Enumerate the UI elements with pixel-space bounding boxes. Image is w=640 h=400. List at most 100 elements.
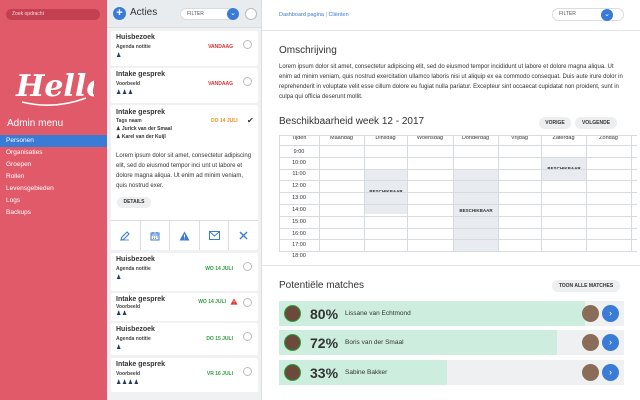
- card-date: DO 14 JULI: [211, 118, 238, 124]
- action-card[interactable]: Huisbezoek Agenda notitie ♟ WO 14 JULI: [111, 253, 258, 291]
- action-card[interactable]: Intake gesprek Voorbeeld ♟♟♟ VANDAAG: [111, 68, 258, 103]
- breadcrumb-separator: |: [325, 12, 327, 18]
- select-all-checkbox[interactable]: [245, 8, 257, 20]
- grid-line: [279, 157, 637, 158]
- chevron-down-icon[interactable]: ⌄: [601, 9, 613, 21]
- match-percentage: 72%: [310, 335, 339, 351]
- person-name-text: Karel van der Kuijl: [121, 134, 166, 140]
- card-date: VANDAAG: [208, 44, 233, 50]
- card-date: VR 16 JULI: [206, 371, 233, 377]
- match-name: Boris van der Smaal: [345, 339, 404, 346]
- match-percentage: 33%: [310, 365, 339, 381]
- menu-item-backups[interactable]: Backups: [6, 209, 31, 216]
- person-icon: ♟♟♟: [116, 90, 134, 96]
- time-label: 17:00: [292, 242, 306, 248]
- add-action-button[interactable]: +: [113, 7, 126, 20]
- chevron-right-icon[interactable]: ›: [602, 364, 619, 381]
- next-week-button[interactable]: VOLGENDE: [575, 117, 617, 129]
- chevron-right-icon[interactable]: ›: [602, 305, 619, 322]
- time-label: 15:00: [292, 219, 306, 225]
- column-header: Zondag: [599, 135, 618, 141]
- time-label: 14:00: [292, 207, 306, 213]
- breadcrumb-current[interactable]: Cliënten: [328, 12, 349, 18]
- main-filter-select[interactable]: FILTER: [552, 8, 624, 21]
- card-tag: Agenda notitie: [116, 336, 151, 342]
- grid-line: [279, 145, 637, 146]
- match-bar: [279, 330, 557, 355]
- card-checkbox[interactable]: [243, 298, 252, 307]
- availability-block[interactable]: BESCHIKBAAR: [365, 169, 407, 214]
- avatar: [582, 364, 599, 381]
- card-tag: Voorbeeld: [116, 371, 141, 377]
- card-title: Intake gesprek: [116, 109, 166, 116]
- card-checkbox[interactable]: [243, 367, 252, 376]
- time-label: 13:00: [292, 195, 306, 201]
- match-row[interactable]: 33% Sabine Bakker ›: [279, 360, 624, 385]
- previous-week-button[interactable]: VORIGE: [539, 117, 571, 129]
- details-button[interactable]: DETAILS: [117, 197, 151, 208]
- pencil-icon: [120, 230, 131, 241]
- card-date: WO 14 JULI: [198, 299, 226, 305]
- card-checkbox[interactable]: [243, 40, 252, 49]
- card-checkbox[interactable]: [243, 332, 252, 341]
- show-all-matches-button[interactable]: TOON ALLE MATCHES: [552, 280, 620, 292]
- admin-menu-title: Admin menu: [7, 118, 64, 129]
- main-content: Dashboard pagina | Cliënten FILTER ⌄ Oms…: [262, 0, 640, 400]
- menu-item-levensgebieden[interactable]: Levensgebieden: [6, 185, 54, 192]
- close-button[interactable]: [229, 221, 258, 250]
- time-label: 16:00: [292, 231, 306, 237]
- grid-line: [279, 192, 637, 193]
- menu-item-organisaties[interactable]: Organisaties: [6, 149, 43, 156]
- match-name: Lissane van Echtmond: [345, 310, 411, 317]
- search-input[interactable]: Zoek opdracht: [6, 9, 100, 20]
- email-button[interactable]: [200, 221, 230, 250]
- action-card[interactable]: Huisbezoek Agenda notitie ♟ VANDAAG: [111, 31, 258, 66]
- menu-item-logs[interactable]: Logs: [6, 197, 21, 204]
- availability-block[interactable]: BESCHIKBAAR: [454, 169, 498, 252]
- action-card[interactable]: Huisbezoek Agenda notitie ♟ DO 15 JULI: [111, 323, 258, 355]
- actions-panel: + Acties FILTER ⌄ Huisbezoek Agenda noti…: [107, 0, 262, 400]
- availability-block[interactable]: BESCHIKBAAR: [542, 157, 586, 180]
- checkmark-icon[interactable]: ✔: [247, 116, 254, 125]
- time-label: 18:00: [292, 253, 306, 259]
- calendar-icon: [150, 231, 160, 240]
- card-description: Lorem ipsum dolor sit amet, consectetur …: [116, 153, 252, 189]
- column-header: Woensdag: [416, 135, 444, 141]
- match-bar: [279, 301, 585, 326]
- avatar: [284, 364, 301, 381]
- expanded-action-card: Intake gesprek Tags naam ♟ Jurick van de…: [111, 105, 258, 250]
- match-row[interactable]: 72% Boris van der Smaal ›: [279, 330, 624, 355]
- menu-item-groepen[interactable]: Groepen: [6, 161, 32, 168]
- actions-title: Acties: [130, 7, 158, 18]
- match-name: Sabine Bakker: [345, 369, 388, 376]
- chevron-down-icon[interactable]: ⌄: [227, 8, 239, 20]
- warning-button[interactable]: [170, 221, 200, 250]
- person-icon: ♟: [116, 275, 122, 281]
- column-header: Donderdag: [461, 135, 490, 141]
- sidebar: Zoek opdracht Hello's Admin menu Persone…: [0, 0, 107, 400]
- card-checkbox[interactable]: [243, 77, 252, 86]
- avatar: [582, 305, 599, 322]
- column-header: Dinsdag: [375, 135, 396, 141]
- action-card[interactable]: Intake gesprek Voorbeeld ♟♟ WO 14 JULI: [111, 293, 258, 321]
- schedule-title: Beschikbaarheid week 12 - 2017: [279, 116, 425, 127]
- person-name: ♟ Jurick van der Smaal: [116, 126, 172, 132]
- card-checkbox[interactable]: [243, 262, 252, 271]
- edit-button[interactable]: [111, 221, 141, 250]
- chevron-right-icon[interactable]: ›: [602, 334, 619, 351]
- grid-line: [498, 135, 499, 252]
- grid-line: [279, 135, 280, 252]
- match-row[interactable]: 80% Lissane van Echtmond ›: [279, 301, 624, 326]
- menu-item-rollen[interactable]: Rollen: [6, 173, 25, 180]
- match-bar: [279, 360, 447, 385]
- person-icon: ♟♟: [116, 311, 128, 317]
- grid-line: [541, 135, 542, 252]
- time-label: 10:00: [292, 160, 306, 166]
- breadcrumb-home-link[interactable]: Dashboard pagina: [279, 12, 324, 18]
- menu-item-personen[interactable]: Personen: [0, 135, 107, 147]
- card-toolbar: [111, 220, 258, 250]
- calendar-button[interactable]: [141, 221, 171, 250]
- hellos-logo: Hello's: [15, 69, 94, 106]
- action-card[interactable]: Intake gesprek Voorbeeld ♟♟♟♟ VR 16 JULI: [111, 358, 258, 392]
- card-tag: Voorbeeld: [116, 304, 141, 310]
